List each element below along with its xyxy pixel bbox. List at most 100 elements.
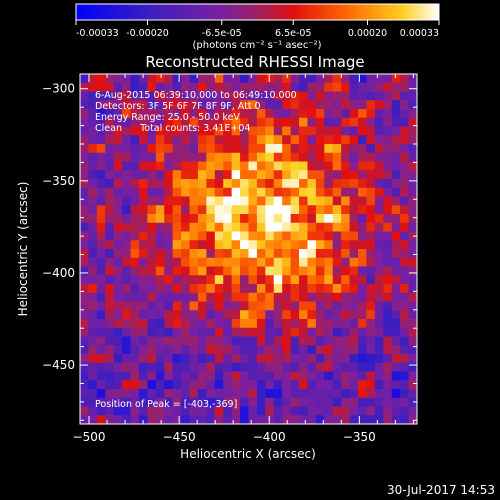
heatmap-cell xyxy=(214,371,224,381)
heatmap-cell xyxy=(341,196,351,206)
heatmap-cell xyxy=(358,354,368,364)
heatmap-cell xyxy=(248,310,258,320)
heatmap-cell xyxy=(315,231,325,241)
heatmap-cell xyxy=(341,231,351,241)
y-tick-label: −300 xyxy=(42,82,75,96)
heatmap-cell xyxy=(181,109,191,119)
heatmap-cell xyxy=(341,406,351,416)
heatmap-cell xyxy=(189,284,199,294)
heatmap-cell xyxy=(197,249,207,259)
heatmap-cell xyxy=(358,222,368,233)
heatmap-cell xyxy=(147,187,157,198)
heatmap-cell xyxy=(240,196,250,206)
heatmap-cell xyxy=(113,196,123,206)
heatmap-cell xyxy=(197,144,207,154)
heatmap-cell xyxy=(197,82,207,93)
heatmap-cell xyxy=(181,161,191,171)
heatmap-cell xyxy=(138,179,148,189)
heatmap-cell xyxy=(138,214,148,224)
heatmap-cell xyxy=(349,179,359,189)
heatmap-cell xyxy=(240,135,250,145)
heatmap-cell xyxy=(307,266,317,276)
heatmap-cell xyxy=(332,249,342,259)
heatmap-cell xyxy=(206,319,216,329)
heatmap-cell xyxy=(408,117,417,128)
heatmap-cell xyxy=(383,74,393,84)
heatmap-cell xyxy=(122,222,132,233)
heatmap-cell xyxy=(80,354,90,364)
heatmap-cell xyxy=(374,406,384,416)
heatmap-cell xyxy=(315,161,325,171)
heatmap-cell xyxy=(256,117,266,128)
heatmap-cell xyxy=(408,240,417,250)
heatmap-cell xyxy=(332,292,342,303)
heatmap-cell xyxy=(400,100,410,110)
heatmap-cell xyxy=(231,319,241,329)
heatmap-cell xyxy=(206,310,216,320)
heatmap-cell xyxy=(307,310,317,320)
heatmap-cell xyxy=(231,327,241,338)
heatmap-cell xyxy=(113,406,123,416)
heatmap-cell xyxy=(147,284,157,294)
heatmap-cell xyxy=(80,205,90,215)
heatmap-cell xyxy=(206,109,216,119)
heatmap-cell xyxy=(307,109,317,119)
heatmap-cell xyxy=(113,74,123,84)
heatmap-cell xyxy=(105,319,115,329)
heatmap-cell xyxy=(341,100,351,110)
heatmap-cell xyxy=(147,354,157,364)
heatmap-cell xyxy=(391,187,401,198)
heatmap-cell xyxy=(282,284,292,294)
heatmap-cell xyxy=(366,135,376,145)
heatmap-cell xyxy=(366,161,376,171)
heatmap-cell xyxy=(256,179,266,189)
heatmap-cell xyxy=(374,380,384,390)
heatmap-cell xyxy=(307,249,317,259)
heatmap-cell xyxy=(155,319,165,329)
heatmap-cell xyxy=(231,205,241,215)
heatmap-cell xyxy=(358,231,368,241)
heatmap-cell xyxy=(299,301,309,311)
heatmap-cell xyxy=(282,275,292,285)
heatmap-cell xyxy=(240,249,250,259)
heatmap-cell xyxy=(400,327,410,338)
heatmap-cell xyxy=(214,415,224,424)
heatmap-cell xyxy=(147,310,157,320)
heatmap-cell xyxy=(383,109,393,119)
heatmap-cell xyxy=(315,214,325,224)
heatmap-cell xyxy=(400,91,410,101)
heatmap-cell xyxy=(189,179,199,189)
heatmap-cell xyxy=(164,319,174,329)
heatmap-cell xyxy=(290,397,300,408)
heatmap-cell xyxy=(282,187,292,198)
heatmap-cell xyxy=(214,336,224,346)
heatmap-cell xyxy=(400,82,410,93)
heatmap-cell xyxy=(341,257,351,268)
heatmap-cell xyxy=(408,249,417,259)
heatmap-cell xyxy=(299,126,309,136)
heatmap-cell xyxy=(88,327,98,338)
heatmap-cell xyxy=(408,126,417,136)
heatmap-cell xyxy=(408,275,417,285)
heatmap-cell xyxy=(197,415,207,424)
heatmap-cell xyxy=(113,336,123,346)
heatmap-cell xyxy=(189,310,199,320)
heatmap-cell xyxy=(80,196,90,206)
heatmap-cell xyxy=(164,196,174,206)
heatmap-cell xyxy=(349,117,359,128)
heatmap-cell xyxy=(265,371,275,381)
heatmap-cell xyxy=(122,415,132,424)
heatmap-cell xyxy=(155,205,165,215)
heatmap-cell xyxy=(231,266,241,276)
heatmap-cell xyxy=(240,100,250,110)
heatmap-cell xyxy=(130,161,140,171)
heatmap-cell xyxy=(223,257,233,268)
heatmap-cell xyxy=(197,266,207,276)
y-tick-label: −400 xyxy=(42,266,75,280)
heatmap-cell xyxy=(105,336,115,346)
heatmap-cell xyxy=(349,389,359,399)
heatmap-cell xyxy=(383,82,393,93)
heatmap-cell xyxy=(256,301,266,311)
heatmap-cell xyxy=(172,214,182,224)
heatmap-cell xyxy=(332,152,342,163)
